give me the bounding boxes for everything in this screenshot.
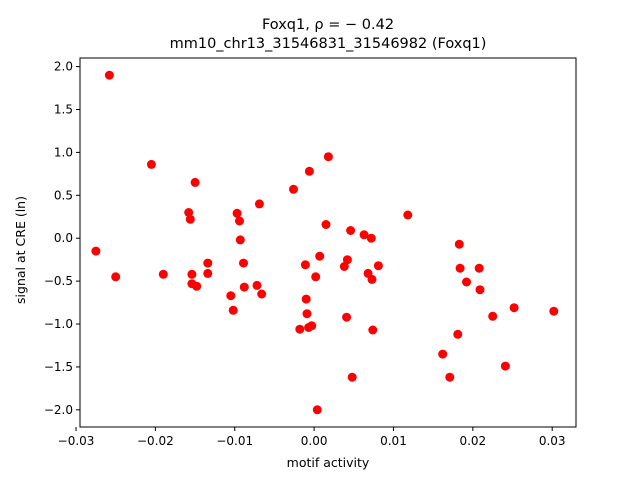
points-layer — [91, 70, 559, 415]
data-point-2 — [111, 272, 121, 282]
x-tick-label: −0.02 — [137, 434, 174, 448]
data-point-22 — [257, 289, 267, 299]
x-tick-label: 0.01 — [380, 434, 407, 448]
x-tick-label: 0.00 — [301, 434, 328, 448]
data-point-6 — [185, 214, 195, 224]
data-point-24 — [295, 324, 305, 334]
data-point-57 — [500, 361, 510, 371]
y-tick-label: 2.0 — [54, 60, 73, 74]
x-tick-label: −0.01 — [216, 434, 253, 448]
data-point-26 — [301, 294, 311, 304]
data-point-10 — [192, 281, 202, 291]
data-point-29 — [304, 166, 314, 176]
data-point-50 — [453, 329, 463, 339]
y-tick-label: 0.0 — [54, 231, 73, 245]
y-tick-label: 1.5 — [54, 102, 73, 116]
y-tick-label: 0.5 — [54, 188, 73, 202]
plot-area-frame — [79, 57, 577, 428]
data-point-38 — [342, 255, 352, 265]
data-point-11 — [203, 258, 213, 268]
data-point-36 — [339, 262, 349, 271]
data-point-14 — [228, 305, 238, 315]
data-point-17 — [235, 235, 245, 245]
data-point-47 — [403, 210, 413, 220]
x-axis-ticks: −0.03 −0.02 −0.01 0.00 0.01 0.02 0.03 — [58, 427, 566, 448]
data-point-52 — [455, 263, 465, 273]
data-point-4 — [158, 269, 168, 279]
data-point-16 — [235, 216, 244, 226]
x-axis-label: motif activity — [287, 455, 370, 470]
x-tick-label: −0.03 — [58, 434, 95, 448]
data-point-53 — [462, 277, 471, 287]
data-point-35 — [323, 152, 333, 162]
data-point-15 — [232, 208, 242, 218]
data-point-43 — [366, 233, 376, 243]
y-tick-label: −1.0 — [44, 317, 73, 331]
data-point-9 — [190, 177, 200, 187]
x-tick-label: 0.02 — [459, 434, 486, 448]
x-tick-label: 0.03 — [539, 434, 566, 448]
data-point-39 — [346, 226, 356, 235]
data-point-46 — [373, 261, 383, 271]
data-point-34 — [321, 220, 331, 229]
data-point-25 — [300, 260, 310, 270]
data-point-40 — [347, 372, 357, 382]
data-point-41 — [359, 230, 369, 240]
data-point-5 — [184, 208, 194, 217]
data-point-32 — [312, 405, 322, 415]
data-point-3 — [146, 159, 156, 169]
data-point-54 — [474, 263, 484, 273]
y-axis-ticks: −2.0 −1.5 −1.0 −0.5 0.0 0.5 1.0 1.5 2.0 — [44, 60, 80, 417]
data-point-56 — [488, 311, 498, 321]
data-point-20 — [252, 280, 262, 290]
data-point-51 — [454, 239, 464, 249]
chart-title-line1: Foxq1, ρ = − 0.42 — [262, 17, 394, 33]
y-tick-label: 1.0 — [54, 145, 73, 159]
data-point-21 — [254, 199, 264, 209]
data-point-48 — [438, 349, 448, 359]
data-point-33 — [315, 251, 325, 261]
chart-title-line2: mm10_chr13_31546831_31546982 (Foxq1) — [170, 36, 487, 52]
data-point-13 — [226, 291, 236, 301]
y-axis-label: signal at CRE (ln) — [13, 196, 28, 304]
data-point-7 — [187, 269, 197, 279]
data-point-44 — [367, 274, 377, 284]
data-point-12 — [203, 268, 213, 278]
y-tick-label: −1.5 — [44, 360, 73, 374]
data-point-27 — [302, 309, 312, 319]
data-point-49 — [445, 372, 455, 382]
data-point-23 — [289, 184, 298, 194]
y-tick-label: −0.5 — [44, 274, 73, 288]
data-point-31 — [311, 272, 321, 282]
data-point-0 — [91, 246, 101, 256]
data-point-30 — [307, 321, 317, 331]
data-point-59 — [549, 306, 559, 316]
data-point-58 — [509, 303, 519, 313]
y-tick-label: −2.0 — [44, 403, 73, 417]
data-point-55 — [475, 285, 485, 295]
data-point-45 — [368, 325, 378, 335]
data-point-18 — [239, 258, 248, 268]
data-point-19 — [239, 282, 249, 292]
data-point-1 — [104, 70, 114, 80]
data-point-37 — [342, 312, 352, 322]
